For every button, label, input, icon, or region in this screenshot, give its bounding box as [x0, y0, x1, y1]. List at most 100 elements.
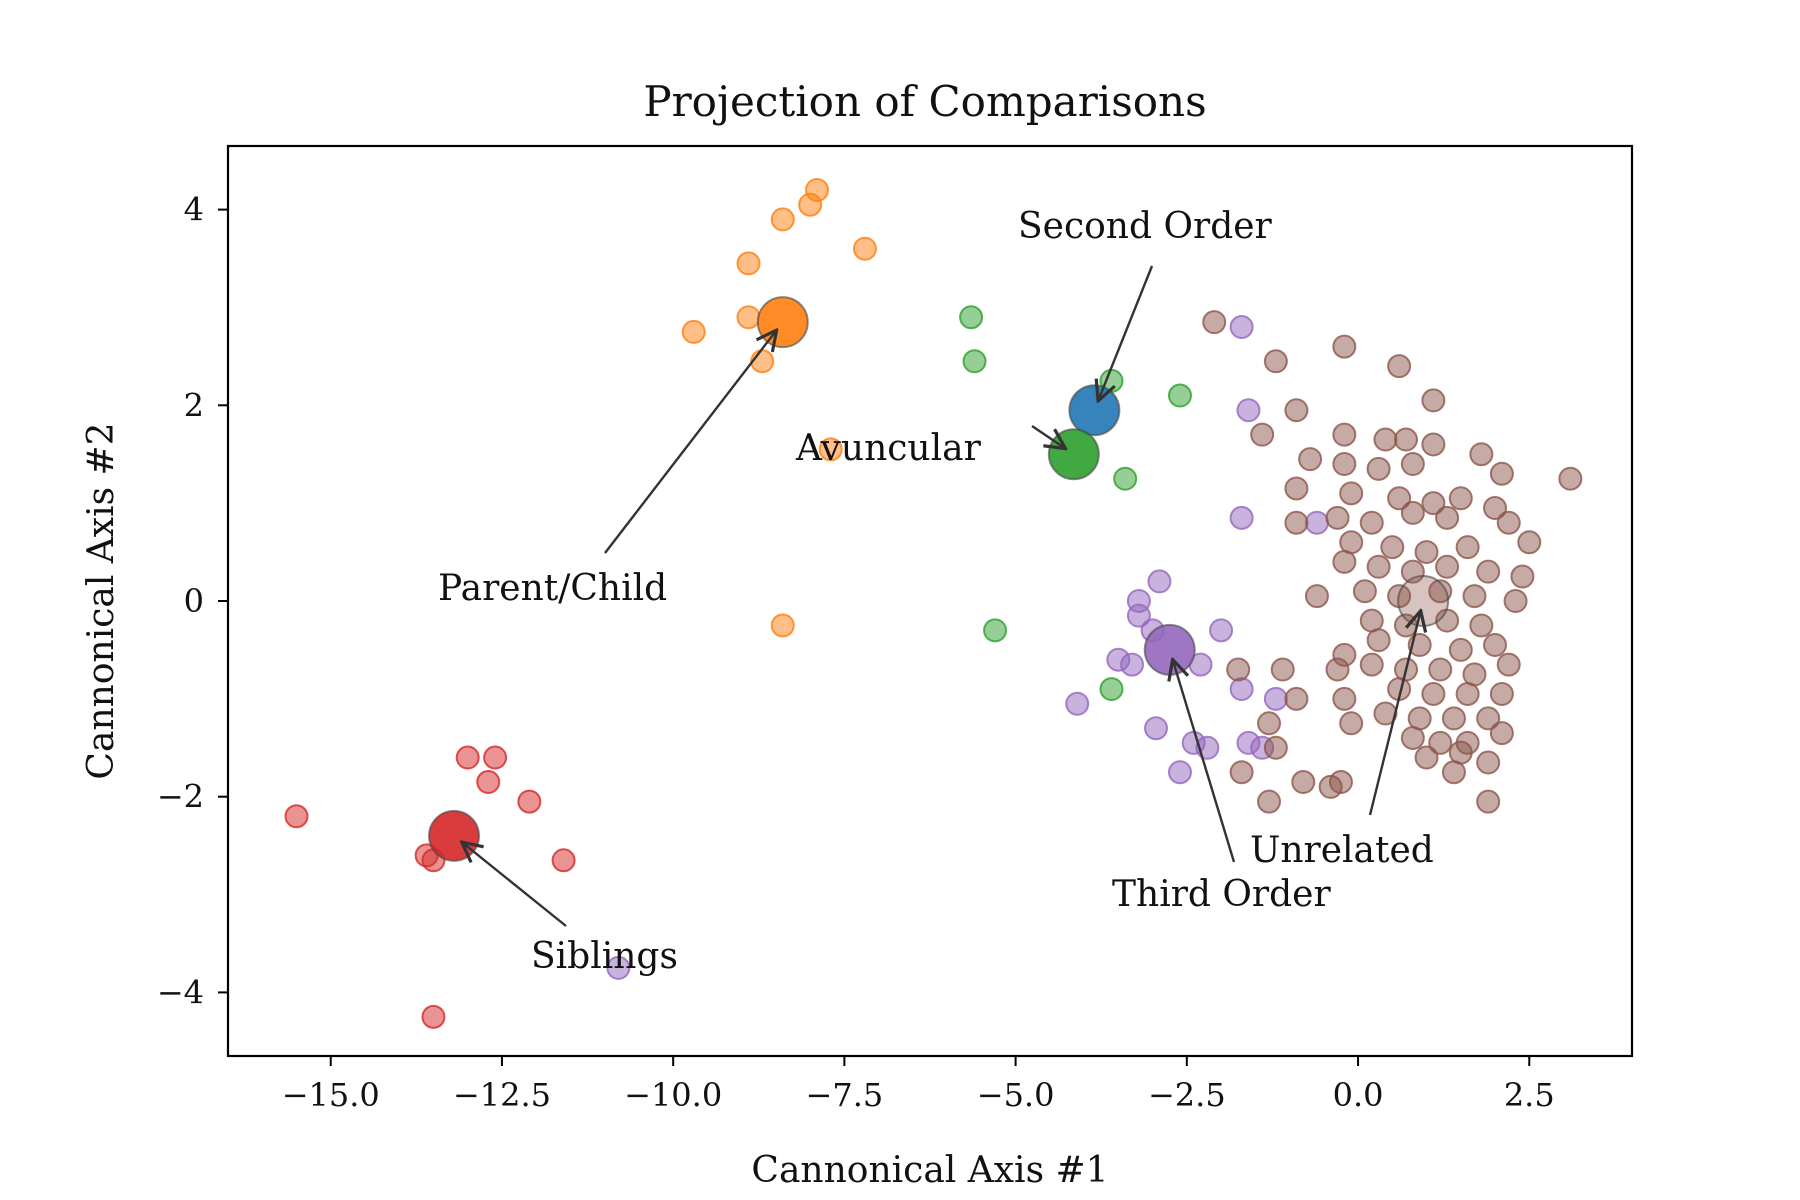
data-point — [1476, 706, 1501, 731]
data-point — [1318, 774, 1343, 799]
data-point — [1503, 589, 1528, 613]
annotation-label-unrelated: Unrelated — [1250, 830, 1434, 871]
y-axis: −4 −2 0 2 4 — [157, 191, 228, 1011]
y-tick-label: 4 — [184, 191, 204, 229]
data-point — [1263, 686, 1288, 711]
data-point — [1065, 691, 1090, 716]
data-point — [1099, 677, 1124, 702]
data-point — [1393, 427, 1418, 452]
data-point — [517, 789, 542, 814]
data-point — [1496, 652, 1521, 677]
data-point — [1126, 603, 1151, 628]
x-tick-label: −15.0 — [282, 1076, 380, 1114]
data-point — [1476, 789, 1501, 814]
data-point — [1510, 564, 1535, 589]
data-point — [959, 305, 984, 330]
x-axis-label: Cannonical Axis #1 — [751, 1150, 1108, 1191]
data-point — [1284, 686, 1309, 711]
annotation-arrow-third-order — [1173, 659, 1236, 863]
data-point — [818, 437, 843, 462]
data-point — [1229, 505, 1254, 530]
data-point — [1428, 579, 1453, 604]
data-point — [1298, 447, 1323, 472]
data-point — [1435, 554, 1460, 579]
data-point — [983, 618, 1008, 643]
data-point — [1263, 735, 1288, 760]
data-point — [1489, 461, 1514, 486]
data-point — [736, 251, 761, 276]
data-point — [1257, 711, 1282, 736]
data-point — [1366, 628, 1391, 653]
data-point — [1400, 500, 1425, 525]
data-point — [1469, 613, 1494, 638]
plot-marks — [284, 178, 1583, 1029]
data-point — [1455, 681, 1480, 706]
data-point — [1387, 486, 1412, 511]
annotation-label-third-order: Third Order — [1112, 874, 1331, 915]
data-point — [770, 613, 795, 638]
data-point — [1229, 760, 1254, 785]
data-point — [1366, 456, 1391, 481]
data-point — [1448, 486, 1473, 511]
data-point — [1366, 554, 1391, 579]
data-point — [770, 207, 795, 232]
data-point — [1448, 637, 1473, 662]
data-point — [1304, 584, 1329, 609]
data-point — [1332, 422, 1357, 447]
data-point — [750, 349, 775, 374]
data-point — [1257, 789, 1282, 814]
annotation-arrow-avuncular — [1031, 425, 1066, 449]
data-point — [1325, 657, 1350, 682]
data-point — [1352, 579, 1377, 604]
data-point — [1339, 481, 1364, 506]
data-point — [1455, 535, 1480, 560]
annotation-arrow-second-order — [1098, 265, 1154, 401]
x-tick-label: −7.5 — [806, 1076, 884, 1114]
data-point — [1229, 315, 1254, 340]
data-point — [736, 305, 761, 330]
data-point — [1469, 442, 1494, 467]
data-point — [1435, 505, 1460, 530]
data-point — [483, 745, 508, 770]
data-point — [1144, 716, 1169, 741]
y-tick-label: 0 — [184, 582, 204, 620]
chart-title: Projection of Comparisons — [643, 77, 1206, 126]
data-point — [1373, 427, 1398, 452]
centroid-siblings — [428, 809, 481, 862]
data-point — [1167, 760, 1192, 785]
data-point — [1421, 491, 1446, 516]
data-point — [421, 1004, 446, 1029]
centroid-avuncular — [1047, 428, 1100, 481]
data-point — [1462, 584, 1487, 609]
x-tick-label: −5.0 — [977, 1076, 1055, 1114]
y-tick-label: 2 — [184, 386, 204, 424]
data-point — [852, 236, 877, 261]
data-point — [1373, 701, 1398, 726]
x-tick-label: −2.5 — [1148, 1076, 1226, 1114]
data-point — [1428, 657, 1453, 682]
data-point — [1291, 770, 1316, 795]
data-point — [1387, 354, 1412, 379]
data-point — [1558, 466, 1583, 491]
data-point — [1304, 510, 1329, 535]
data-point — [284, 804, 309, 829]
data-point — [551, 848, 576, 873]
data-point — [1441, 760, 1466, 785]
data-point — [1113, 466, 1138, 491]
data-point — [1483, 496, 1508, 521]
data-point — [1332, 334, 1357, 359]
data-point — [1428, 730, 1453, 755]
annotation-label-parent-child: Parent/Child — [438, 568, 667, 609]
x-tick-label: −10.0 — [624, 1076, 722, 1114]
data-point — [476, 770, 501, 795]
x-tick-label: −12.5 — [453, 1076, 551, 1114]
x-tick-label: 2.5 — [1504, 1076, 1555, 1114]
data-point — [1339, 711, 1364, 736]
data-point — [1284, 510, 1309, 535]
series-unrelated — [1202, 310, 1583, 814]
data-point — [1236, 398, 1261, 423]
annotation-label-second-order: Second Order — [1018, 206, 1273, 247]
data-point — [1147, 569, 1172, 594]
data-point — [1489, 681, 1514, 706]
